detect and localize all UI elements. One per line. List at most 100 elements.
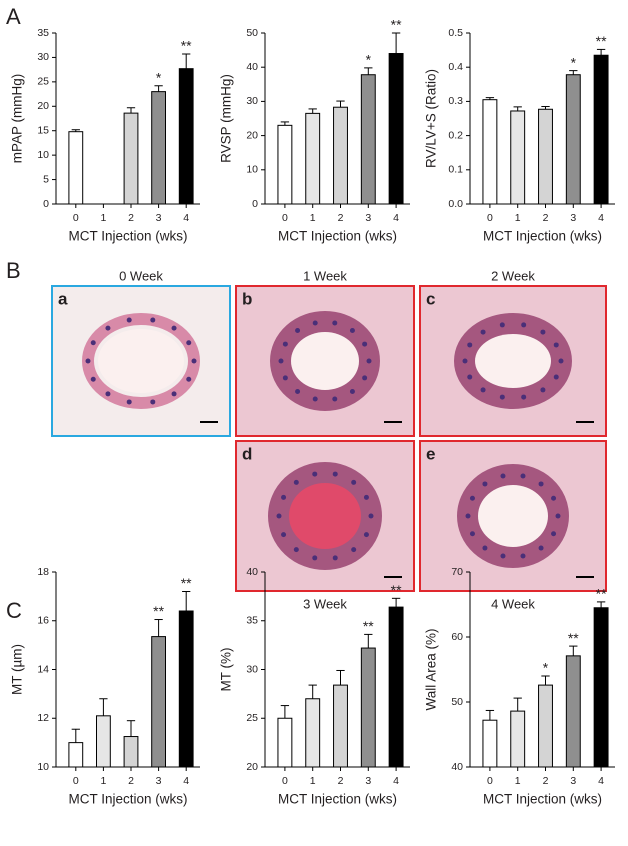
x-axis-title: MCT Injection (wks) — [278, 229, 397, 244]
y-tick-label: 12 — [37, 712, 49, 724]
y-tick-label: 20 — [37, 100, 49, 112]
bar — [565, 74, 581, 205]
y-tick-label: 20 — [246, 129, 258, 141]
x-tick-label: 0 — [282, 775, 288, 787]
nucleus — [171, 391, 177, 397]
nucleus — [480, 387, 486, 393]
x-tick-label: 3 — [156, 212, 162, 224]
nucleus — [312, 471, 318, 477]
bar — [565, 655, 581, 768]
nucleus — [368, 513, 374, 519]
y-tick-label: 35 — [246, 615, 258, 627]
x-tick-label: 2 — [128, 775, 134, 787]
image-letter: a — [58, 289, 68, 308]
bar — [482, 99, 498, 205]
nucleus — [482, 481, 488, 487]
image-title: 0 Week — [119, 268, 163, 283]
significance-label: ** — [181, 38, 192, 54]
y-tick-label: 0.4 — [448, 61, 463, 73]
bar — [593, 54, 609, 205]
y-tick-label: 30 — [246, 95, 258, 107]
y-tick-label: 10 — [246, 164, 258, 176]
vessel-lumen — [475, 334, 551, 388]
nucleus — [186, 340, 192, 346]
x-tick-label: 2 — [543, 212, 549, 224]
y-tick-label: 20 — [246, 761, 258, 773]
y-axis-title: Wall Area (%) — [424, 628, 439, 710]
y-tick-label: 0.0 — [448, 198, 463, 210]
significance-label: * — [156, 69, 162, 85]
x-tick-label: 4 — [183, 775, 189, 787]
nucleus — [521, 322, 527, 328]
nucleus — [366, 358, 372, 364]
nucleus — [332, 555, 338, 561]
x-axis-title: MCT Injection (wks) — [278, 792, 397, 807]
y-axis-title: RVSP (mmHg) — [219, 74, 234, 163]
bar — [151, 636, 166, 768]
panel-label: C — [6, 598, 22, 623]
nucleus — [332, 320, 338, 326]
bar — [538, 108, 553, 205]
x-tick-label: 0 — [487, 212, 493, 224]
x-tick-label: 1 — [100, 775, 106, 787]
bar — [482, 719, 498, 768]
x-tick-label: 0 — [73, 775, 79, 787]
bar — [68, 742, 84, 768]
nucleus — [551, 495, 557, 501]
nucleus — [312, 555, 318, 561]
y-tick-label: 0 — [252, 198, 258, 210]
x-tick-label: 4 — [393, 775, 399, 787]
nucleus — [467, 374, 473, 380]
bar — [178, 610, 194, 768]
vessel-lumen — [291, 332, 359, 390]
significance-label: * — [543, 660, 549, 676]
nucleus — [467, 342, 473, 348]
y-tick-label: 10 — [37, 761, 49, 773]
nucleus — [150, 399, 156, 405]
image-title: 3 Week — [303, 596, 347, 611]
bar — [510, 110, 526, 205]
y-tick-label: 14 — [37, 663, 49, 675]
bar — [305, 112, 321, 205]
significance-label: * — [366, 52, 372, 68]
nucleus — [540, 387, 546, 393]
y-tick-label: 70 — [451, 566, 463, 578]
nucleus — [126, 399, 132, 405]
nucleus — [295, 388, 301, 394]
x-tick-label: 0 — [282, 212, 288, 224]
nucleus — [282, 375, 288, 381]
image-title: 2 Week — [491, 268, 535, 283]
y-tick-label: 15 — [37, 124, 49, 136]
nucleus — [363, 532, 369, 538]
x-tick-label: 2 — [543, 775, 549, 787]
y-tick-label: 50 — [246, 27, 258, 39]
x-tick-label: 3 — [365, 212, 371, 224]
nucleus — [499, 322, 505, 328]
vessel-lumen — [98, 329, 184, 393]
nucleus — [555, 513, 561, 519]
nucleus — [295, 328, 301, 334]
nucleus — [276, 513, 282, 519]
nucleus — [558, 358, 564, 364]
x-tick-label: 1 — [515, 775, 521, 787]
y-tick-label: 30 — [246, 663, 258, 675]
bar — [593, 607, 609, 768]
bar — [178, 68, 194, 205]
bar — [96, 715, 111, 768]
nucleus — [281, 494, 287, 500]
nucleus — [520, 473, 526, 479]
nucleus — [482, 545, 488, 551]
bar — [68, 131, 84, 205]
nucleus — [465, 513, 471, 519]
nucleus — [351, 547, 357, 553]
x-tick-label: 3 — [570, 212, 576, 224]
nucleus — [312, 320, 318, 326]
significance-label: ** — [391, 582, 402, 598]
nucleus — [293, 547, 299, 553]
nucleus — [553, 374, 559, 380]
x-tick-label: 3 — [570, 775, 576, 787]
bar — [277, 124, 293, 205]
nucleus — [105, 391, 111, 397]
nucleus — [186, 376, 192, 382]
nucleus — [520, 553, 526, 559]
